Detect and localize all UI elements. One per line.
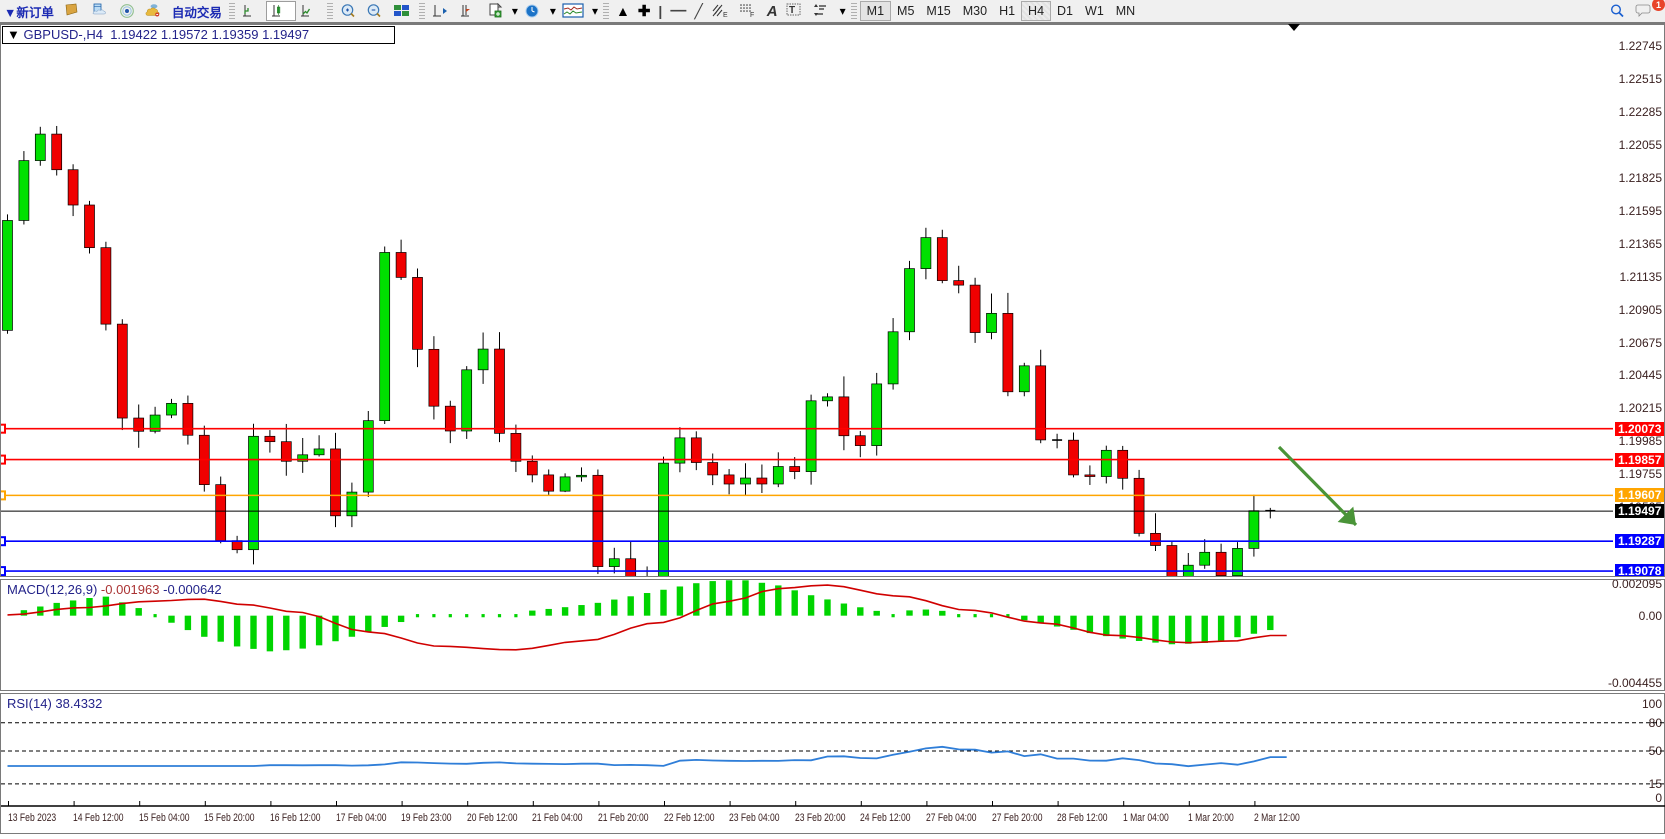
svg-text:E: E (723, 12, 728, 19)
svg-text:F: F (750, 12, 754, 19)
svg-text:T: T (789, 5, 795, 16)
